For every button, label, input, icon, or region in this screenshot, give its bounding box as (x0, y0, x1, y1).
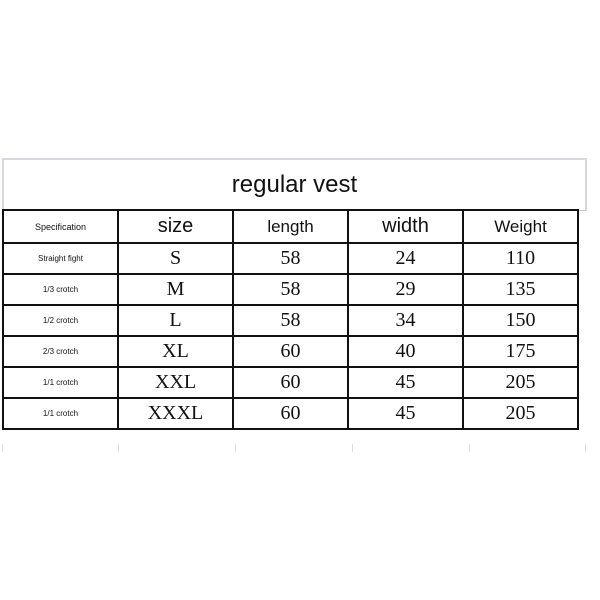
header-cell: length (232, 209, 349, 244)
table-cell: 58 (232, 273, 349, 306)
header-row: Specification size length width Weight (2, 209, 579, 244)
grid-remnants (0, 444, 600, 452)
table-cell: Straight fight (2, 242, 119, 275)
table-cell: 150 (462, 304, 579, 337)
table-cell: XL (117, 335, 234, 368)
table-row: 2/3 crotch XL 60 40 175 (2, 335, 579, 368)
table-cell: 45 (347, 366, 464, 399)
table-cell: 60 (232, 366, 349, 399)
header-cell: width (347, 209, 464, 244)
table-cell: 34 (347, 304, 464, 337)
table-cell: 58 (232, 242, 349, 275)
table-cell: 205 (462, 397, 579, 430)
table-cell: 1/3 crotch (2, 273, 119, 306)
table-cell: M (117, 273, 234, 306)
table-cell: 205 (462, 366, 579, 399)
size-chart-table: Specification size length width Weight S… (2, 209, 579, 430)
table-cell: 58 (232, 304, 349, 337)
table-row: 1/1 crotch XXL 60 45 205 (2, 366, 579, 399)
header-cell: Specification (2, 209, 119, 244)
table-cell: 2/3 crotch (2, 335, 119, 368)
table-cell: 60 (232, 335, 349, 368)
table-cell: 29 (347, 273, 464, 306)
table-cell: L (117, 304, 234, 337)
table-row: 1/2 crotch L 58 34 150 (2, 304, 579, 337)
table-cell: 1/1 crotch (2, 366, 119, 399)
table-cell: 40 (347, 335, 464, 368)
table-title: regular vest (2, 158, 587, 211)
table-cell: 135 (462, 273, 579, 306)
table-cell: XXL (117, 366, 234, 399)
table-cell: S (117, 242, 234, 275)
table-row: 1/1 crotch XXXL 60 45 205 (2, 397, 579, 430)
table-row: 1/3 crotch M 58 29 135 (2, 273, 579, 306)
table-cell: 24 (347, 242, 464, 275)
table-row: Straight fight S 58 24 110 (2, 242, 579, 275)
table-cell: 1/2 crotch (2, 304, 119, 337)
header-cell: Weight (462, 209, 579, 244)
table-cell: XXXL (117, 397, 234, 430)
table-cell: 60 (232, 397, 349, 430)
table-cell: 175 (462, 335, 579, 368)
table-cell: 1/1 crotch (2, 397, 119, 430)
table-cell: 110 (462, 242, 579, 275)
header-cell: size (117, 209, 234, 244)
table-cell: 45 (347, 397, 464, 430)
